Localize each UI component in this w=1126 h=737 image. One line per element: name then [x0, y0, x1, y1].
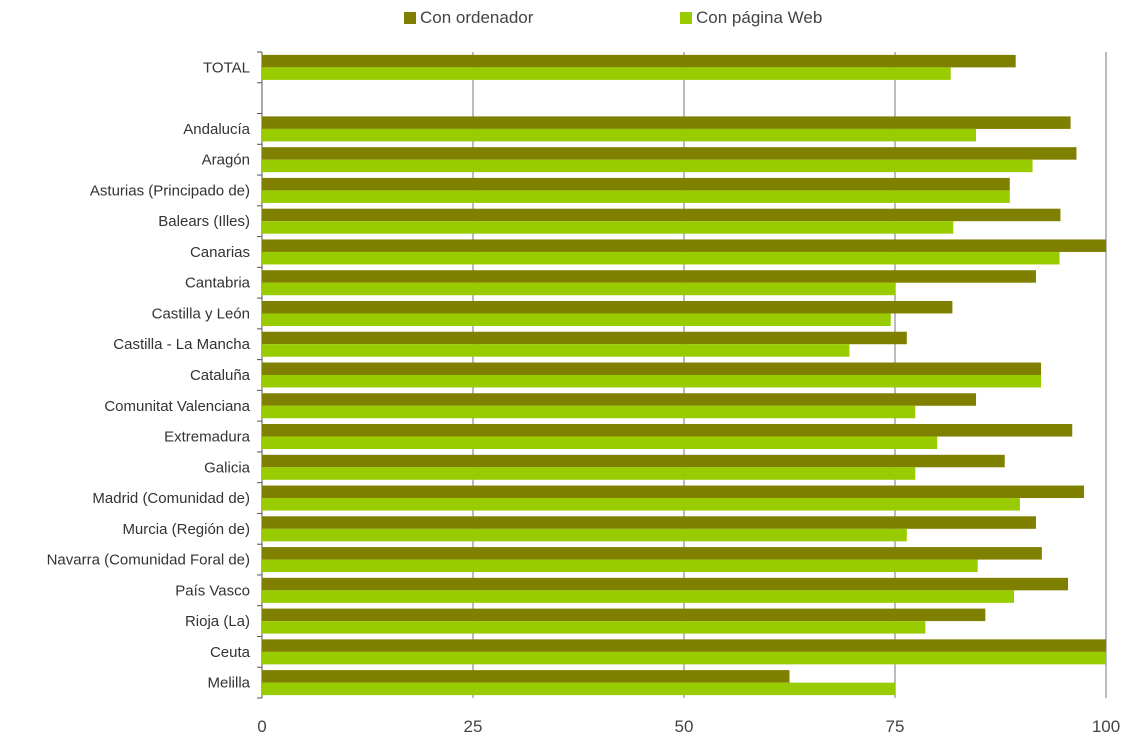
bar: [262, 116, 1071, 129]
bar: [262, 405, 916, 419]
legend: Con ordenador Con página Web: [0, 8, 1126, 32]
category-label: Asturias (Principado de): [90, 182, 250, 199]
bar: [262, 159, 1033, 173]
bar: [262, 436, 938, 450]
category-label: Cantabria: [185, 275, 251, 292]
x-tick-label: 50: [675, 717, 694, 736]
bar: [262, 177, 1010, 191]
bar: [262, 67, 951, 80]
category-label: Andalucía: [183, 121, 250, 138]
bar: [262, 577, 1069, 591]
bar: [262, 516, 1036, 529]
bar: [262, 208, 1061, 222]
bar: [262, 454, 1005, 468]
bar: [262, 590, 1015, 603]
bar: [262, 147, 1077, 160]
category-label: Canarias: [190, 244, 250, 261]
bar: [262, 300, 953, 314]
bar: [262, 621, 926, 634]
bar: [262, 670, 790, 683]
bar: [262, 344, 850, 357]
bar: [262, 559, 978, 573]
category-label: Comunitat Valenciana: [104, 398, 250, 415]
category-label: Castilla - La Mancha: [113, 336, 250, 353]
bar: [262, 498, 1020, 511]
category-label: País Vasco: [175, 582, 250, 599]
category-label: Cataluña: [190, 367, 251, 384]
bar: [262, 375, 1042, 388]
bar: [262, 608, 986, 622]
category-label: TOTAL: [203, 59, 250, 76]
bar: [262, 239, 1106, 252]
category-label: Extremadura: [164, 429, 251, 446]
category-label: Murcia (Región de): [122, 521, 250, 538]
legend-item-con-ordenador: Con ordenador: [404, 8, 533, 28]
bar: [262, 528, 907, 542]
legend-swatch-con-pagina-web: [680, 12, 692, 24]
bar: [262, 190, 1010, 203]
bar: [262, 313, 891, 326]
category-label: Navarra (Comunidad Foral de): [47, 552, 250, 569]
bar: [262, 331, 907, 345]
category-label: Aragón: [202, 152, 250, 169]
bar: [262, 282, 895, 296]
bar: [262, 467, 916, 480]
x-tick-label: 100: [1092, 717, 1120, 736]
category-label: Madrid (Comunidad de): [92, 490, 250, 507]
bar: [262, 128, 977, 142]
legend-label-con-ordenador: Con ordenador: [420, 8, 534, 27]
bar: [262, 424, 1073, 437]
category-label: Balears (Illes): [158, 213, 250, 230]
bar: [262, 639, 1106, 652]
bar: [262, 54, 1016, 68]
bar: [262, 485, 1085, 499]
category-label: Rioja (La): [185, 613, 250, 630]
bar: [262, 362, 1042, 375]
category-label: Galicia: [204, 459, 251, 476]
bar: [262, 682, 895, 696]
bar: [262, 251, 1060, 265]
legend-swatch-con-ordenador: [404, 12, 416, 24]
x-tick-label: 0: [257, 717, 266, 736]
x-tick-label: 75: [886, 717, 905, 736]
category-label: Castilla y León: [152, 305, 250, 322]
category-label: Ceuta: [210, 644, 251, 661]
bar: [262, 270, 1036, 283]
x-tick-label: 25: [464, 717, 483, 736]
bar: [262, 221, 954, 234]
legend-item-con-pagina-web: Con página Web: [680, 8, 822, 28]
bar: [262, 393, 977, 406]
legend-label-con-pagina-web: Con página Web: [696, 8, 823, 27]
category-label: Melilla: [207, 675, 250, 692]
bar: [262, 547, 1042, 560]
bar: [262, 651, 1106, 665]
